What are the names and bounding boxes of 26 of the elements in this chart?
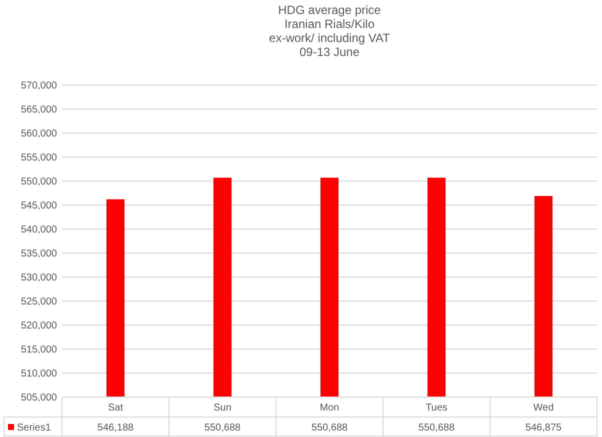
y-tick-label: 525,000 bbox=[20, 296, 58, 308]
y-tick-label: 570,000 bbox=[20, 80, 58, 92]
y-tick-label: 505,000 bbox=[20, 392, 58, 404]
y-tick-label: 555,000 bbox=[20, 152, 58, 164]
y-tick-label: 510,000 bbox=[20, 368, 58, 380]
text: 546,188 bbox=[97, 422, 134, 434]
text: 550,688 bbox=[204, 422, 241, 434]
y-tick-label: 560,000 bbox=[20, 128, 58, 140]
x-tick-label: Sun bbox=[214, 402, 232, 414]
y-tick-label: 520,000 bbox=[20, 320, 58, 332]
legend-label: Series1 bbox=[17, 422, 52, 434]
chart-title: HDG average price Iranian Rials/Kilo ex-work/ including VAT 09-13 June bbox=[269, 3, 391, 59]
text: 546,875 bbox=[525, 422, 562, 434]
x-tick-label: Sat bbox=[108, 402, 124, 414]
text: 550,688 bbox=[311, 422, 348, 434]
y-tick-label: 515,000 bbox=[20, 344, 58, 356]
y-tick-label: 535,000 bbox=[20, 248, 58, 260]
y-tick-label: 530,000 bbox=[20, 272, 58, 284]
y-tick-label: 565,000 bbox=[20, 104, 58, 116]
x-tick-label: Wed bbox=[533, 402, 554, 414]
y-tick-label: 550,000 bbox=[20, 176, 58, 188]
x-tick-label: Mon bbox=[320, 402, 340, 414]
x-tick-label: Tues bbox=[426, 402, 448, 414]
text: 550,688 bbox=[418, 422, 455, 434]
y-tick-label: 540,000 bbox=[20, 224, 58, 236]
y-tick-label: 545,000 bbox=[20, 200, 58, 212]
